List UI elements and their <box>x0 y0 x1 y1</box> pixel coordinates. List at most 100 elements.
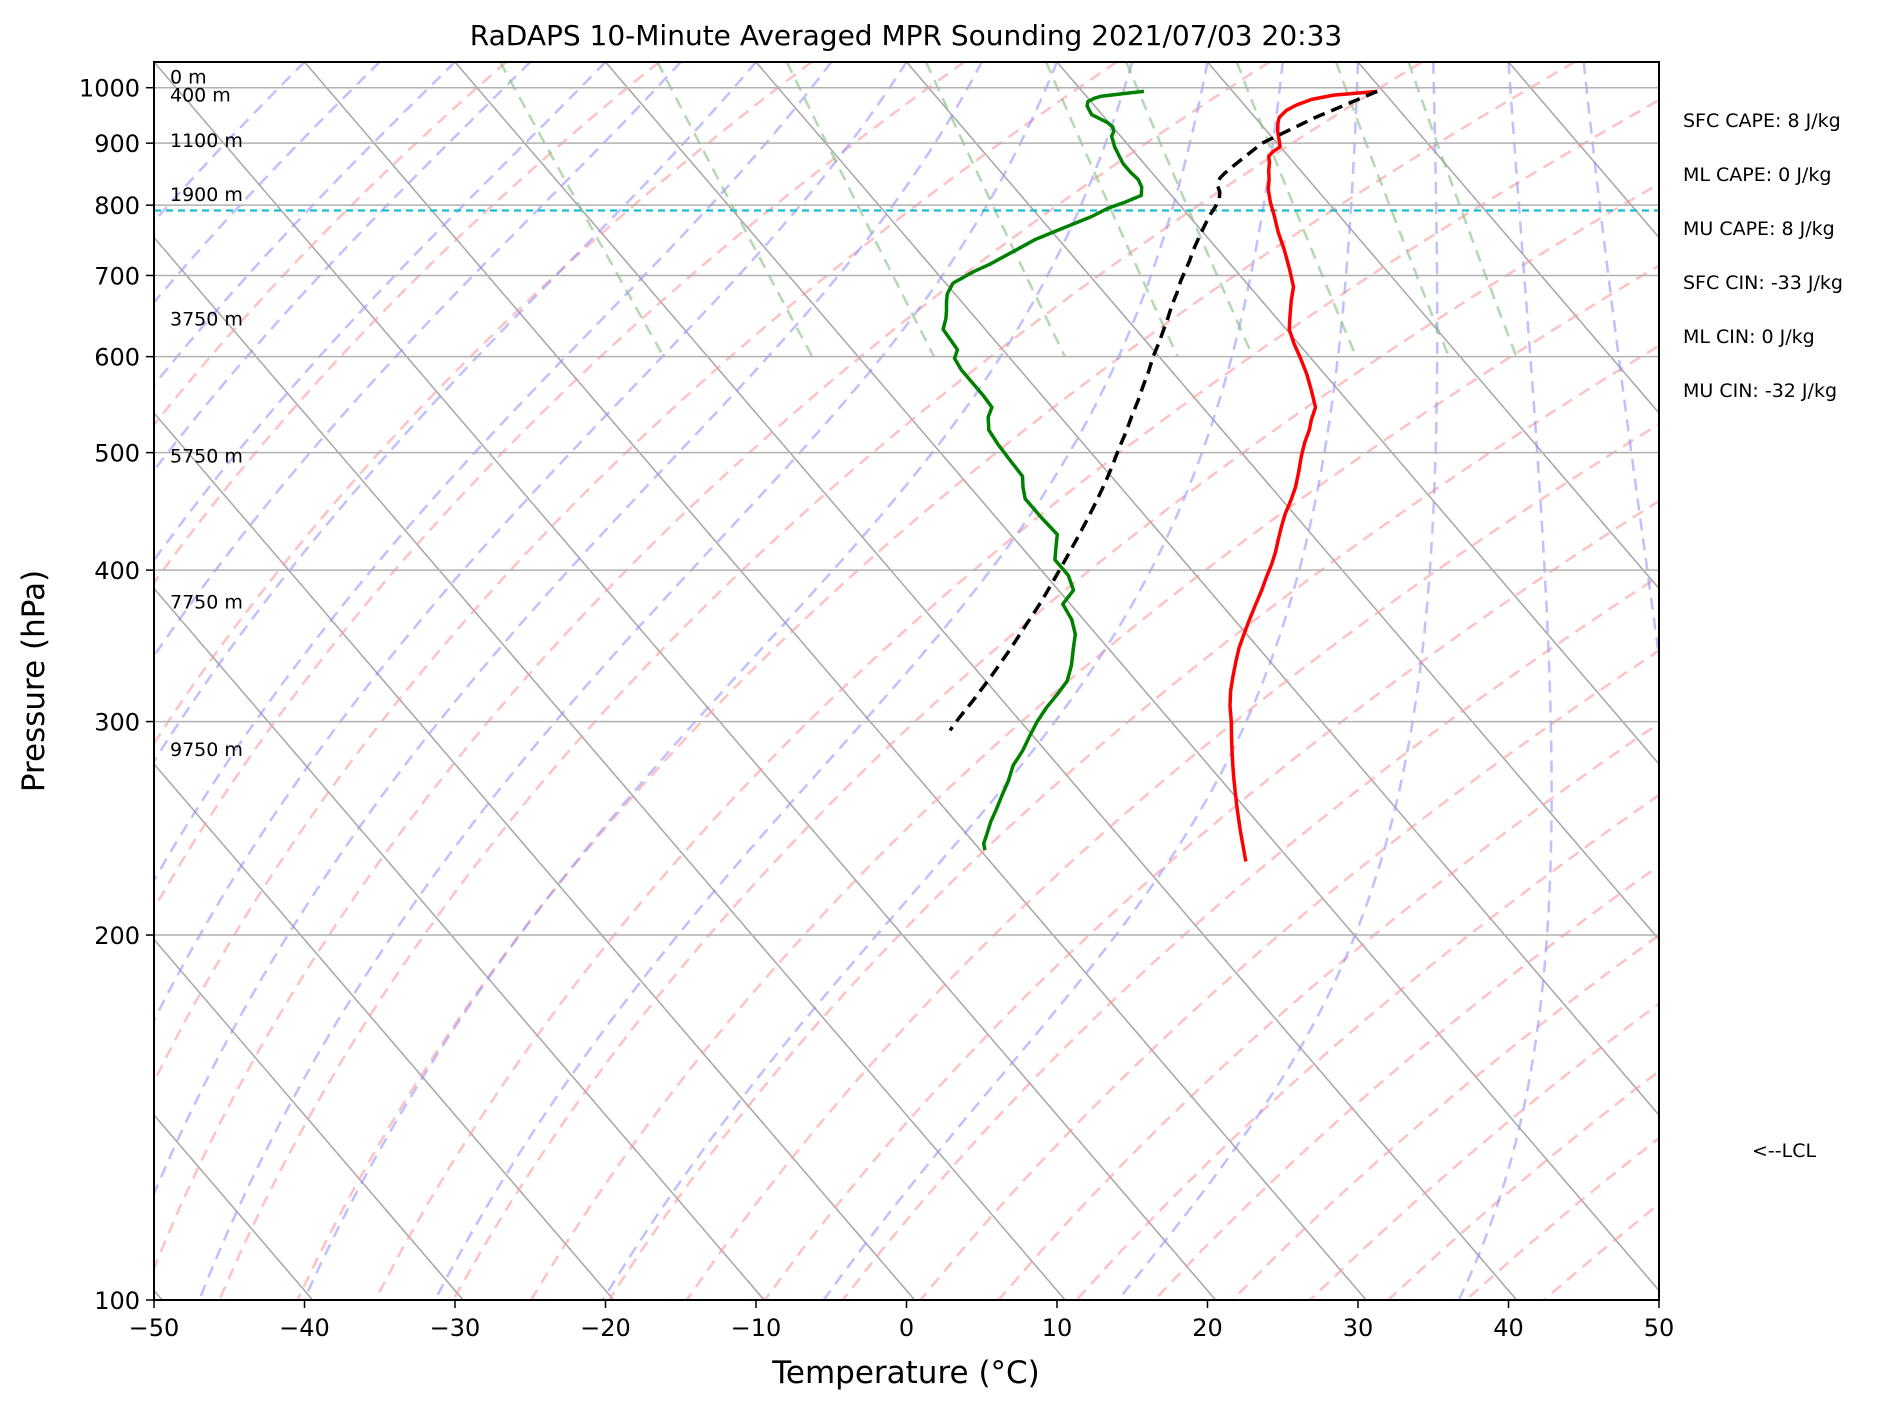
isotherm <box>604 62 1659 1292</box>
mixing-ratio-line <box>499 62 665 358</box>
index-mu-cape: MU CAPE: 8 J/kg <box>1683 218 1835 240</box>
mixing-ratio-line <box>1407 62 1518 358</box>
dry-adiabat <box>763 499 1659 1300</box>
index-ml-cape: ML CAPE: 0 J/kg <box>1683 164 1832 186</box>
x-tick-label: 20 <box>1192 1314 1223 1342</box>
y-tick-label: 300 <box>94 709 140 737</box>
height-label: 9750 m <box>170 739 243 761</box>
isotherm <box>1658 62 1659 64</box>
dry-adiabat <box>685 422 1659 1300</box>
moist-adiabat <box>154 62 607 563</box>
moist-adiabat <box>154 62 381 305</box>
height-label: 7750 m <box>170 592 243 614</box>
isotherm <box>154 587 765 1300</box>
dry-adiabat <box>1543 1202 1659 1300</box>
lcl-label: <--LCL <box>1752 1140 1817 1162</box>
x-tick-label: 50 <box>1644 1314 1675 1342</box>
mixing-ratio-line <box>1044 62 1179 358</box>
dry-adiabat <box>154 62 1271 1272</box>
y-tick-label: 400 <box>94 557 140 585</box>
dry-adiabat <box>452 182 1659 1300</box>
mixing-ratio-line <box>656 62 814 358</box>
moist-adiabat <box>302 62 1134 1300</box>
x-tick-label: −30 <box>430 1314 481 1342</box>
x-tick-label: −50 <box>129 1314 180 1342</box>
moist-adiabat <box>1582 62 1659 666</box>
y-tick-label: 500 <box>94 440 140 468</box>
moist-adiabat <box>154 62 757 764</box>
moist-adiabat <box>154 62 532 473</box>
moist-adiabat <box>1117 62 1439 1300</box>
height-label: 3750 m <box>170 308 243 330</box>
dry-adiabat <box>1231 933 1659 1300</box>
dry-adiabat <box>997 721 1659 1300</box>
dry-adiabat <box>1387 1069 1659 1300</box>
moist-adiabat <box>1457 62 1553 1300</box>
y-tick-label: 600 <box>94 344 140 372</box>
index-sfc-cin: SFC CIN: -33 J/kg <box>1683 272 1843 294</box>
mixing-ratio-line <box>1235 62 1358 358</box>
x-axis-label: Temperature (°C) <box>771 1355 1040 1391</box>
dry-adiabat <box>1309 1002 1659 1300</box>
moist-adiabat <box>198 62 1059 1300</box>
dry-adiabat <box>154 62 660 585</box>
isotherm <box>1507 62 1659 239</box>
height-label: 400 m <box>170 84 231 106</box>
x-tick-label: −20 <box>580 1314 631 1342</box>
dry-adiabat <box>607 344 1659 1300</box>
chart-title: RaDAPS 10-Minute Averaged MPR Sounding 2… <box>470 19 1342 52</box>
dry-adiabat <box>919 649 1659 1300</box>
parcel-path <box>948 89 1378 732</box>
y-tick-label: 800 <box>94 192 140 220</box>
dry-adiabat <box>154 62 1118 1085</box>
height-label: 1100 m <box>170 130 243 152</box>
x-tick-label: −10 <box>731 1314 782 1342</box>
y-tick-label: 1000 <box>79 75 140 103</box>
dry-adiabat <box>1465 1136 1659 1300</box>
moist-adiabat <box>154 62 682 659</box>
x-tick-label: −40 <box>279 1314 330 1342</box>
moist-adiabat <box>822 62 1360 1300</box>
height-label: 0 m <box>170 67 207 89</box>
mixing-ratio-line <box>1334 62 1450 358</box>
index-sfc-cape: SFC CAPE: 8 J/kg <box>1683 110 1841 132</box>
dry-adiabat <box>296 62 1576 1300</box>
dry-adiabat <box>154 62 508 427</box>
isotherm <box>303 62 1367 1300</box>
moist-adiabat <box>154 62 908 1023</box>
isotherm <box>154 62 1217 1300</box>
isotherm <box>1056 62 1659 766</box>
dry-adiabat <box>154 62 813 746</box>
mixing-ratio-line <box>924 62 1067 358</box>
index-ml-cin: ML CIN: 0 J/kg <box>1683 326 1815 348</box>
x-tick-label: 40 <box>1493 1314 1524 1342</box>
y-axis-label: Pressure (hPa) <box>16 570 52 792</box>
dry-adiabat <box>218 62 1423 1300</box>
x-tick-label: 10 <box>1042 1314 1073 1342</box>
isotherm <box>1206 62 1659 590</box>
y-tick-label: 700 <box>94 262 140 290</box>
x-tick-label: 0 <box>899 1314 914 1342</box>
x-tick-label: 30 <box>1343 1314 1374 1342</box>
y-tick-label: 100 <box>94 1287 140 1315</box>
temperature-profile <box>1228 89 1378 862</box>
dry-adiabat <box>1075 793 1659 1300</box>
height-label: 1900 m <box>170 184 243 206</box>
moist-adiabat <box>154 62 833 883</box>
isotherm <box>154 236 1066 1300</box>
moist-adiabat <box>154 62 456 387</box>
index-mu-cin: MU CIN: -32 J/kg <box>1683 380 1838 402</box>
isotherm <box>154 411 916 1300</box>
isotherm <box>154 762 615 1300</box>
isotherm <box>1357 62 1659 415</box>
height-label: 5750 m <box>170 446 243 468</box>
mixing-ratio-line <box>785 62 936 358</box>
moist-adiabat <box>433 62 1209 1300</box>
dry-adiabat <box>374 98 1659 1300</box>
y-tick-label: 200 <box>94 922 140 950</box>
moist-adiabat <box>154 62 983 1198</box>
dry-adiabat <box>529 264 1659 1300</box>
isotherm <box>154 938 464 1300</box>
moist-adiabat <box>601 62 1285 1300</box>
